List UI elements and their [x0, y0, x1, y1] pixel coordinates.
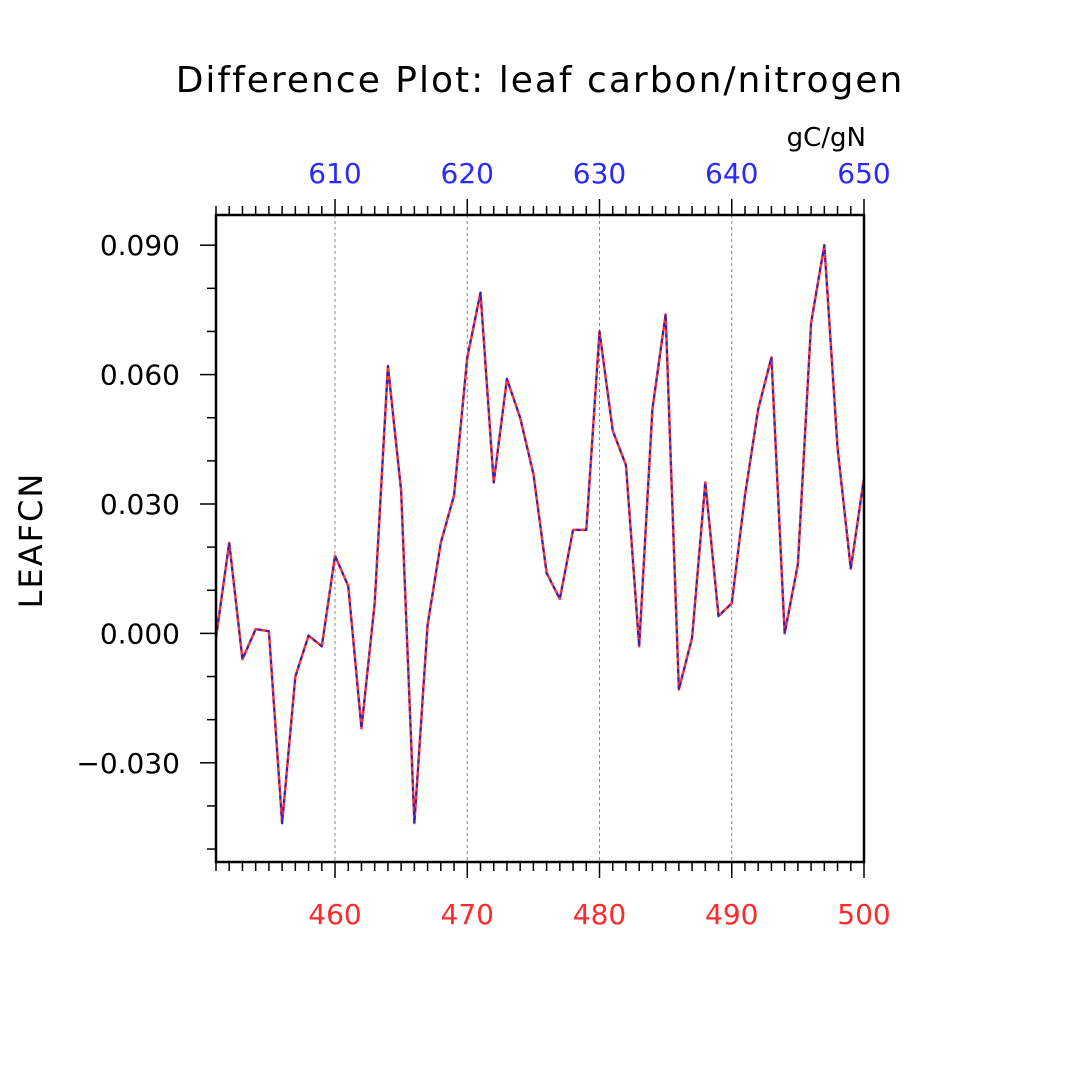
x-tick-label-top: 640 — [705, 157, 758, 190]
x-tick-label-top: 630 — [573, 157, 626, 190]
y-tick-label: −0.030 — [76, 747, 180, 780]
data-series — [214, 243, 866, 825]
y-axis-label: LEAFCN — [12, 472, 50, 609]
x-tick-label-bottom: 460 — [308, 898, 361, 931]
tick-labels: −0.030 0.000 0.030 0.060 0.090 460 470 480 490 50… — [76, 157, 890, 931]
plot-frame — [214, 213, 866, 864]
x-tick-label-top: 650 — [837, 157, 890, 190]
series-line-solid — [214, 243, 866, 825]
y-tick-label: 0.060 — [100, 359, 180, 392]
x-tick-label-top: 610 — [308, 157, 361, 190]
axis-ticks — [200, 199, 865, 878]
x-tick-label-top: 620 — [441, 157, 494, 190]
y-tick-label: 0.090 — [100, 229, 180, 262]
y-tick-label: 0.000 — [100, 617, 180, 650]
units-label: gC/gN — [787, 123, 866, 153]
y-tick-label: 0.030 — [100, 488, 180, 521]
x-tick-label-bottom: 480 — [573, 898, 626, 931]
x-tick-label-bottom: 470 — [441, 898, 494, 931]
grid-lines — [334, 215, 733, 862]
chart-title: Difference Plot: leaf carbon/nitrogen — [176, 60, 905, 101]
x-tick-label-bottom: 490 — [705, 898, 758, 931]
x-tick-label-bottom: 500 — [837, 898, 890, 931]
series-line-dashed — [215, 244, 865, 825]
